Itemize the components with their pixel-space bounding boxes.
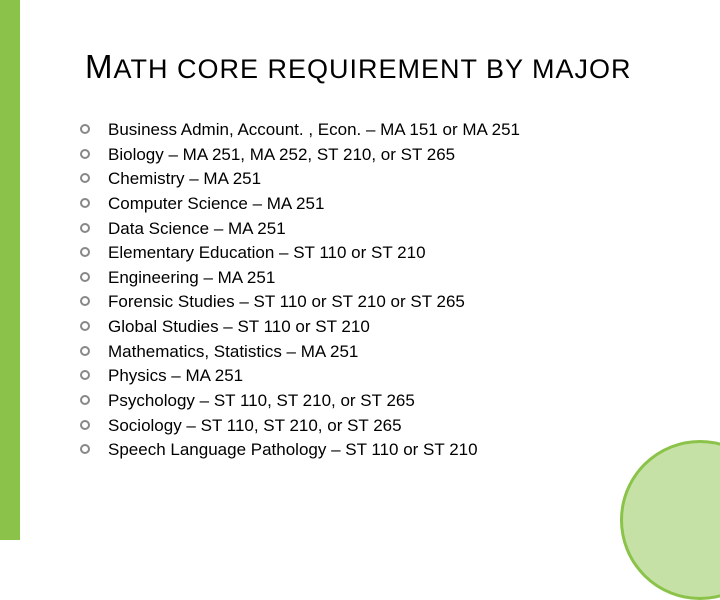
list-item: Forensic Studies – ST 110 or ST 210 or S…	[80, 290, 520, 315]
list-item-text: Global Studies – ST 110 or ST 210	[108, 317, 370, 336]
list-item-text: Engineering – MA 251	[108, 268, 275, 287]
list-item: Business Admin, Account. , Econ. – MA 15…	[80, 118, 520, 143]
list-item: Psychology – ST 110, ST 210, or ST 265	[80, 389, 520, 414]
list-item: Biology – MA 251, MA 252, ST 210, or ST …	[80, 143, 520, 168]
bullet-icon	[80, 296, 90, 306]
title-rest: ATH CORE REQUIREMENT BY MAJOR	[114, 54, 632, 84]
left-accent-bar	[0, 0, 20, 540]
bullet-icon	[80, 173, 90, 183]
bullet-icon	[80, 272, 90, 282]
title-caps: M	[85, 48, 114, 85]
list-item-text: Elementary Education – ST 110 or ST 210	[108, 243, 426, 262]
slide-title: MATH CORE REQUIREMENT BY MAJOR	[85, 48, 632, 86]
bullet-icon	[80, 149, 90, 159]
list-item-text: Physics – MA 251	[108, 366, 243, 385]
list-item-text: Sociology – ST 110, ST 210, or ST 265	[108, 416, 402, 435]
bullet-icon	[80, 223, 90, 233]
list-item: Physics – MA 251	[80, 364, 520, 389]
list-item-text: Chemistry – MA 251	[108, 169, 261, 188]
list-item-text: Psychology – ST 110, ST 210, or ST 265	[108, 391, 415, 410]
corner-circle-decoration	[620, 440, 720, 600]
bullet-icon	[80, 370, 90, 380]
list-item: Global Studies – ST 110 or ST 210	[80, 315, 520, 340]
bullet-icon	[80, 321, 90, 331]
list-item-text: Business Admin, Account. , Econ. – MA 15…	[108, 120, 520, 139]
requirements-list: Business Admin, Account. , Econ. – MA 15…	[80, 118, 520, 463]
list-item-text: Speech Language Pathology – ST 110 or ST…	[108, 440, 478, 459]
bullet-icon	[80, 444, 90, 454]
list-item-text: Data Science – MA 251	[108, 219, 286, 238]
bullet-icon	[80, 346, 90, 356]
list-item-text: Mathematics, Statistics – MA 251	[108, 342, 358, 361]
list-item: Computer Science – MA 251	[80, 192, 520, 217]
list-item-text: Computer Science – MA 251	[108, 194, 324, 213]
list-item: Chemistry – MA 251	[80, 167, 520, 192]
list-item: Engineering – MA 251	[80, 266, 520, 291]
bullet-icon	[80, 198, 90, 208]
list-item: Elementary Education – ST 110 or ST 210	[80, 241, 520, 266]
list-item-text: Forensic Studies – ST 110 or ST 210 or S…	[108, 292, 465, 311]
list-item: Speech Language Pathology – ST 110 or ST…	[80, 438, 520, 463]
bullet-icon	[80, 395, 90, 405]
list-item-text: Biology – MA 251, MA 252, ST 210, or ST …	[108, 145, 455, 164]
list-item: Data Science – MA 251	[80, 217, 520, 242]
bullet-icon	[80, 420, 90, 430]
list-item: Sociology – ST 110, ST 210, or ST 265	[80, 414, 520, 439]
list-item: Mathematics, Statistics – MA 251	[80, 340, 520, 365]
bullet-icon	[80, 124, 90, 134]
bullet-icon	[80, 247, 90, 257]
